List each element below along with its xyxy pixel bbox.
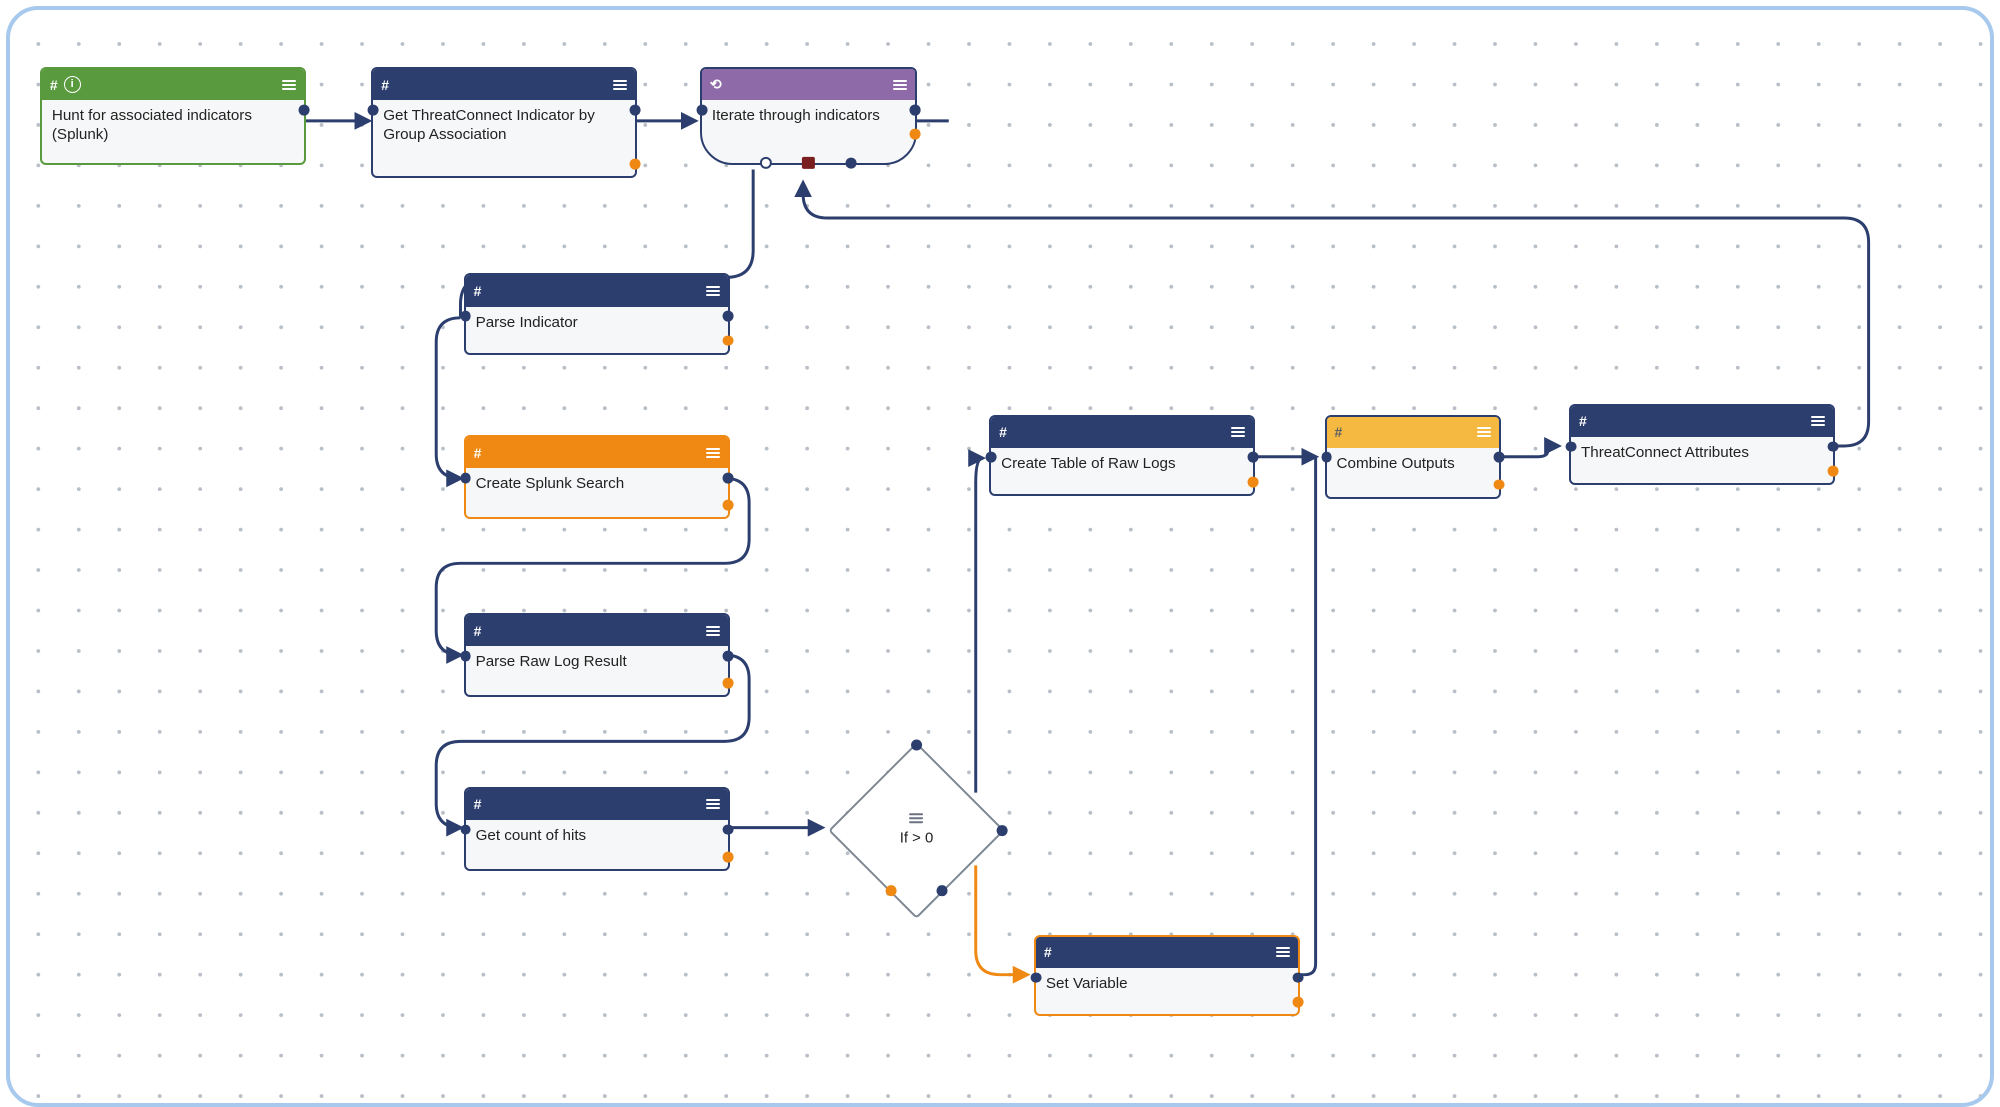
- port[interactable]: [722, 472, 733, 483]
- port[interactable]: [460, 824, 471, 835]
- port[interactable]: [630, 104, 641, 115]
- workflow-node[interactable]: #Combine Outputs: [1325, 415, 1502, 499]
- menu-icon[interactable]: [706, 799, 720, 809]
- node-header[interactable]: #: [1327, 417, 1500, 448]
- node-label: Parse Raw Log Result: [466, 646, 728, 710]
- port[interactable]: [997, 825, 1008, 836]
- workflow-node[interactable]: #Get ThreatConnect Indicator by Group As…: [371, 67, 637, 178]
- port[interactable]: [910, 129, 921, 140]
- port[interactable]: [910, 104, 921, 115]
- node-label: Create Splunk Search: [466, 468, 728, 532]
- decision-label: If > 0: [900, 830, 934, 847]
- node-label: Get ThreatConnect Indicator by Group Ass…: [373, 100, 635, 191]
- hash-icon: #: [1579, 413, 1587, 429]
- menu-icon[interactable]: [706, 448, 720, 458]
- port[interactable]: [722, 335, 733, 346]
- hash-icon: #: [1335, 424, 1343, 440]
- node-label: Hunt for associated indicators (Splunk): [42, 100, 304, 177]
- workflow-node[interactable]: #Create Splunk Search: [464, 435, 730, 519]
- menu-icon[interactable]: [1231, 427, 1245, 437]
- port[interactable]: [846, 157, 857, 168]
- workflow-node[interactable]: #Get count of hits: [464, 787, 730, 871]
- node-header[interactable]: #: [466, 275, 728, 306]
- grid-dots: [10, 10, 1990, 1103]
- workflow-node[interactable]: #Set Variable: [1034, 935, 1300, 1016]
- port[interactable]: [911, 740, 922, 751]
- workflow-node[interactable]: #iHunt for associated indicators (Splunk…: [40, 67, 306, 165]
- port[interactable]: [986, 452, 997, 463]
- workflow-node[interactable]: #ThreatConnect Attributes: [1569, 404, 1835, 485]
- hash-icon: #: [474, 796, 482, 812]
- node-label: Set Variable: [1036, 968, 1298, 1029]
- menu-icon[interactable]: [893, 80, 907, 90]
- port[interactable]: [1321, 452, 1332, 463]
- node-header[interactable]: #: [373, 69, 635, 100]
- node-header[interactable]: #: [991, 417, 1253, 448]
- node-header[interactable]: #: [1571, 406, 1833, 437]
- port[interactable]: [299, 104, 310, 115]
- port[interactable]: [368, 104, 379, 115]
- workflow-node[interactable]: ⟲Iterate through indicators: [700, 67, 917, 165]
- port[interactable]: [630, 159, 641, 170]
- port[interactable]: [1248, 452, 1259, 463]
- menu-icon[interactable]: [1811, 416, 1825, 426]
- hash-icon: #: [474, 623, 482, 639]
- port[interactable]: [1566, 441, 1577, 452]
- port[interactable]: [1248, 476, 1259, 487]
- workflow-canvas[interactable]: #iHunt for associated indicators (Splunk…: [10, 10, 1990, 1103]
- node-header[interactable]: ⟲: [702, 69, 915, 100]
- workflow-node[interactable]: #Parse Indicator: [464, 273, 730, 354]
- workflow-node[interactable]: #Create Table of Raw Logs: [989, 415, 1255, 496]
- port[interactable]: [802, 157, 814, 169]
- loop-icon: ⟲: [710, 76, 722, 93]
- hash-icon: #: [50, 77, 58, 93]
- node-label: Get count of hits: [466, 820, 728, 884]
- port[interactable]: [1494, 479, 1505, 490]
- port[interactable]: [460, 650, 471, 661]
- port[interactable]: [722, 500, 733, 511]
- hash-icon: #: [999, 424, 1007, 440]
- port[interactable]: [1293, 997, 1304, 1008]
- port[interactable]: [937, 885, 948, 896]
- node-header[interactable]: #: [1036, 937, 1298, 968]
- port[interactable]: [1293, 972, 1304, 983]
- node-label: Combine Outputs: [1327, 448, 1500, 512]
- port[interactable]: [722, 824, 733, 835]
- menu-icon[interactable]: [909, 814, 923, 824]
- workflow-node[interactable]: #Parse Raw Log Result: [464, 613, 730, 697]
- hash-icon: #: [474, 283, 482, 299]
- node-label: Create Table of Raw Logs: [991, 448, 1253, 509]
- hash-icon: #: [474, 445, 482, 461]
- port[interactable]: [460, 472, 471, 483]
- port[interactable]: [722, 851, 733, 862]
- port[interactable]: [1494, 452, 1505, 463]
- node-label: ThreatConnect Attributes: [1571, 437, 1833, 498]
- port[interactable]: [460, 311, 471, 322]
- hash-icon: #: [1044, 944, 1052, 960]
- menu-icon[interactable]: [706, 626, 720, 636]
- port[interactable]: [696, 104, 707, 115]
- menu-icon[interactable]: [1477, 427, 1491, 437]
- menu-icon[interactable]: [282, 80, 296, 90]
- port[interactable]: [722, 650, 733, 661]
- port[interactable]: [1828, 441, 1839, 452]
- port[interactable]: [722, 677, 733, 688]
- node-header[interactable]: #: [466, 437, 728, 468]
- port[interactable]: [1030, 972, 1041, 983]
- info-icon: i: [64, 76, 81, 93]
- port[interactable]: [1828, 466, 1839, 477]
- workflow-frame: #iHunt for associated indicators (Splunk…: [6, 6, 1994, 1107]
- node-header[interactable]: #: [466, 615, 728, 646]
- node-label: Parse Indicator: [466, 307, 728, 368]
- node-header[interactable]: #: [466, 789, 728, 820]
- menu-icon[interactable]: [613, 80, 627, 90]
- menu-icon[interactable]: [1276, 947, 1290, 957]
- port[interactable]: [722, 311, 733, 322]
- node-header[interactable]: #i: [42, 69, 304, 100]
- port[interactable]: [885, 885, 896, 896]
- menu-icon[interactable]: [706, 286, 720, 296]
- hash-icon: #: [381, 77, 389, 93]
